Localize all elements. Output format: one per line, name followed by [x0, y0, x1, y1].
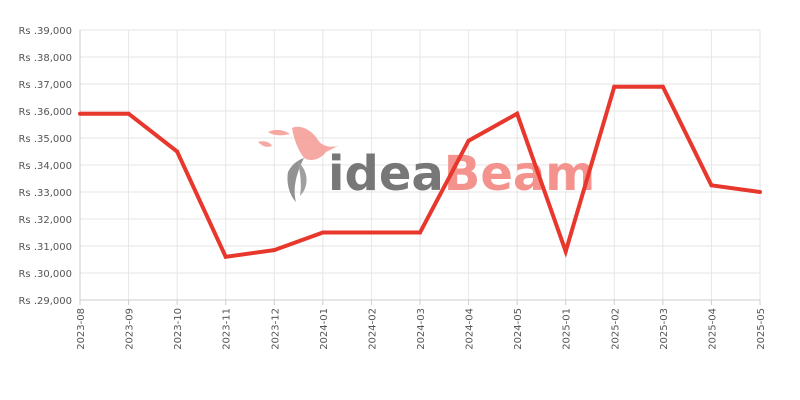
watermark-text: ideaBeam: [328, 146, 595, 202]
hummingbird-icon: [258, 126, 338, 202]
data-point[interactable]: [369, 230, 374, 235]
data-point[interactable]: [126, 111, 131, 116]
data-point[interactable]: [418, 230, 422, 235]
y-tick-label: Rs .30,000: [18, 269, 72, 280]
data-point[interactable]: [612, 84, 617, 89]
y-axis-tick-labels: Rs .29,000 Rs .30,000 Rs .31,000 Rs .32,000…: [18, 26, 72, 307]
x-tick-label: 2025-01: [562, 308, 573, 350]
x-tick-label: 2024-02: [367, 308, 378, 350]
y-tick-label: Rs .38,000: [18, 53, 72, 64]
ideabeam-watermark: ideaBeam: [258, 126, 595, 202]
axes: [79, 30, 761, 305]
y-tick-label: Rs .37,000: [18, 80, 72, 91]
data-point[interactable]: [78, 111, 82, 116]
data-point[interactable]: [466, 138, 471, 143]
x-tick-label: 2024-03: [416, 308, 427, 350]
x-tick-label: 2024-05: [513, 308, 524, 350]
y-tick-label: Rs .34,000: [18, 161, 72, 172]
y-tick-label: Rs .32,000: [18, 215, 72, 226]
y-tick-label: Rs .39,000: [18, 26, 72, 37]
x-tick-label: 2024-04: [465, 308, 476, 350]
data-point[interactable]: [563, 249, 568, 254]
y-tick-label: Rs .31,000: [18, 242, 72, 253]
x-tick-label: 2025-02: [610, 308, 621, 350]
data-point[interactable]: [660, 84, 665, 89]
data-point[interactable]: [515, 111, 520, 116]
y-tick-label: Rs .35,000: [18, 134, 72, 145]
y-tick-label: Rs .29,000: [18, 296, 72, 307]
x-tick-label: 2023-12: [270, 308, 281, 350]
data-point[interactable]: [709, 183, 714, 188]
y-tick-label: Rs .33,000: [18, 188, 72, 199]
x-tick-label: 2025-03: [659, 308, 670, 350]
x-tick-label: 2023-10: [173, 308, 184, 350]
x-tick-label: 2024-01: [319, 308, 330, 350]
x-tick-label: 2025-04: [707, 308, 718, 350]
x-tick-label: 2023-09: [125, 308, 136, 350]
data-point[interactable]: [758, 190, 762, 194]
data-point[interactable]: [320, 230, 325, 235]
data-point[interactable]: [272, 248, 277, 253]
series-layer: [78, 84, 762, 259]
x-tick-label: 2023-08: [76, 308, 87, 350]
y-tick-label: Rs .36,000: [18, 107, 72, 118]
data-point[interactable]: [175, 149, 180, 154]
x-tick-label: 2023-11: [222, 308, 233, 350]
x-tick-label: 2025-05: [756, 308, 767, 350]
data-point[interactable]: [223, 254, 228, 259]
x-axis-tick-labels: 2023-08 2023-09 2023-10 2023-11 2023-12 2024-…: [76, 308, 767, 350]
